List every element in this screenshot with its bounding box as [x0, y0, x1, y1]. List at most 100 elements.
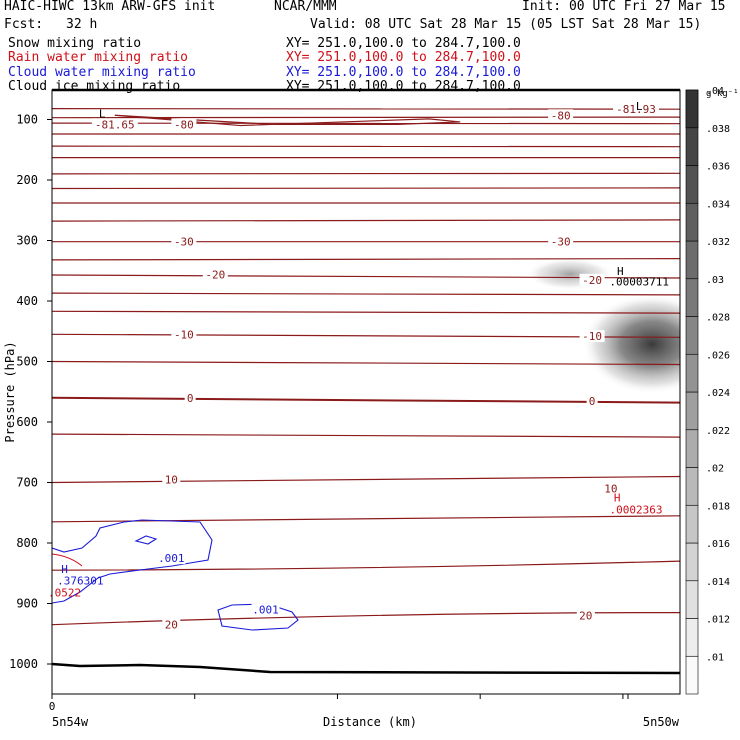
cloud-water-contour-outer	[52, 519, 213, 604]
temperature-contour-line	[52, 219, 680, 222]
colorbar-label: .012	[706, 615, 730, 626]
temperature-contour-label: -20	[205, 268, 225, 281]
extrema-label: L	[636, 100, 643, 113]
snow-field-name: Snow mixing ratio	[8, 36, 142, 51]
colorbar-label: .032	[706, 237, 730, 248]
y-tick-label: 900	[16, 597, 38, 611]
colorbar-label: .03	[706, 275, 724, 286]
temperature-contour-line	[52, 108, 680, 110]
cloud-ice-maximum-shading	[582, 294, 680, 394]
extrema-label: .376301	[57, 575, 103, 588]
colorbar-label: .01	[706, 652, 724, 663]
colorbar-unit: g kg⁻¹	[706, 89, 739, 99]
rain-field-name: Rain water mixing ratio	[8, 50, 189, 65]
colorbar-label: .018	[706, 501, 730, 512]
ground-surface	[51, 662, 681, 675]
cloud-water-contour-inner	[134, 535, 158, 545]
y-tick-label: 400	[16, 294, 38, 308]
colorbar-label: .016	[706, 539, 730, 550]
temperature-contour-line	[52, 433, 680, 438]
rain-field-xy: XY= 251.0,100.0 to 284.7,100.0	[286, 50, 521, 65]
org-label: NCAR/MMM	[274, 0, 337, 14]
cloud-water-label-background	[251, 603, 280, 616]
temperature-contour-line	[52, 122, 680, 125]
fcst-value: 32 h	[66, 17, 98, 32]
temperature-contour-label: 10	[604, 483, 617, 496]
colorbar: .01 .012 .014 .016 .018 .02 .022 .024 .026 .028 .0…	[685, 86, 730, 695]
extrema-label: .0522	[48, 587, 81, 600]
temperature-label-background	[576, 609, 595, 622]
colorbar-swatch	[685, 467, 699, 506]
colorbar-swatch	[685, 542, 699, 582]
extrema-label: H	[614, 492, 621, 505]
colorbar-swatch	[685, 240, 699, 280]
y-tick-label: 300	[16, 234, 38, 248]
temperature-contour-line	[52, 515, 680, 523]
temperature-contour-line	[52, 292, 680, 296]
colorbar-swatch	[685, 165, 699, 204]
temperature-contour-label: -80	[174, 118, 194, 131]
colorbar-label: .026	[706, 350, 730, 361]
temperature-contour-line	[52, 187, 680, 190]
colorbar-label: .028	[706, 313, 730, 324]
extrema-label: L	[99, 107, 106, 120]
temperature-label-background	[162, 618, 181, 631]
y-tick-label: 500	[16, 355, 38, 369]
temperature-contour-label: -80	[551, 109, 571, 122]
init-label: Init: 00 UTC Fri 27 Mar 15	[522, 0, 726, 14]
colorbar-label: .036	[706, 162, 730, 173]
temperature-contour-label: -20	[582, 274, 602, 287]
colorbar-swatch	[685, 202, 699, 242]
temperature-label-background	[162, 473, 181, 486]
temperature-contour-label: 20	[165, 619, 178, 632]
temperature-label-background	[548, 109, 574, 122]
temperature-contour-line	[52, 145, 680, 148]
colorbar-swatch	[685, 618, 699, 657]
cloud-water-contour-label: .001	[252, 604, 279, 617]
temperature-label-background	[601, 482, 620, 495]
colorbar-swatch	[685, 278, 699, 317]
cloud-water-contour-label: .001	[158, 552, 185, 565]
y-tick-label: 1000	[9, 657, 38, 671]
temperature-label-background	[613, 103, 660, 116]
temperature-label-background	[579, 273, 605, 286]
fcst-label: Fcst:	[4, 17, 44, 32]
temperature-contour-labels: -81.65 -80 -80 -81.93 -30 -30 -20 -20 -10 -10 0 0 10…	[91, 103, 660, 632]
temperature-contour-line	[52, 310, 680, 314]
temperature-label-background	[171, 118, 197, 131]
x-tick-label: 0	[49, 700, 56, 713]
colorbar-swatch-top	[685, 89, 699, 129]
x-axis-label: Distance (km)	[323, 715, 417, 729]
cloud-water-field-xy: XY= 251.0,100.0 to 284.7,100.0	[286, 65, 521, 80]
x-axis: 0	[49, 694, 629, 713]
temperature-contour-label: 10	[165, 473, 178, 486]
temperature-contour-line	[52, 475, 680, 484]
temperature-label-background	[548, 235, 574, 248]
temperature-label-background	[586, 394, 598, 407]
temperature-contour-line	[52, 172, 680, 175]
temperature-contour-line	[114, 114, 461, 127]
x-left-endpoint-label: 5n54w	[52, 715, 89, 729]
colorbar-swatch	[685, 353, 699, 393]
temperature-label-background	[91, 118, 138, 131]
temperature-label-background	[171, 235, 197, 248]
y-tick-label: 200	[16, 173, 38, 187]
extrema-label: H	[617, 265, 624, 278]
temperature-contour-label: -10	[174, 328, 194, 341]
colorbar-swatch	[685, 316, 699, 355]
temperature-contour-label: -30	[174, 236, 194, 249]
temperature-contour-label: 0	[187, 392, 194, 405]
colorbar-label: .04	[706, 86, 724, 97]
snow-field-xy: XY= 251.0,100.0 to 284.7,100.0	[286, 36, 521, 51]
cloud-water-contours	[52, 519, 299, 631]
temperature-contour-label: -30	[551, 236, 571, 249]
colorbar-label: .024	[706, 388, 730, 399]
cloud-water-field-name: Cloud water mixing ratio	[8, 65, 196, 80]
extrema-label: .0002363	[610, 504, 663, 517]
y-axis-label: Pressure (hPa)	[3, 341, 17, 442]
temperature-contour-label: 20	[579, 610, 592, 623]
cloud-water-label-background	[157, 552, 186, 565]
y-axis: 100 200 300 400 500 600 700 800 900 1000	[9, 113, 52, 671]
